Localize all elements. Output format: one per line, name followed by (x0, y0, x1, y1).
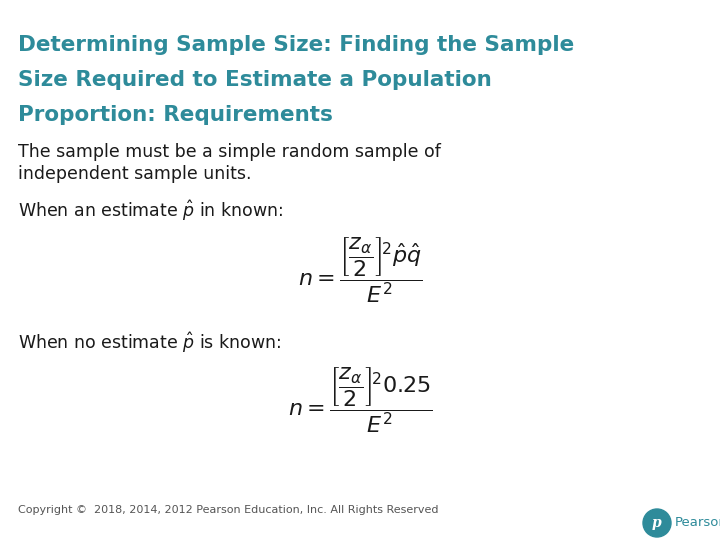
Circle shape (643, 509, 671, 537)
Text: Proportion: Requirements: Proportion: Requirements (18, 105, 333, 125)
Text: Size Required to Estimate a Population: Size Required to Estimate a Population (18, 70, 492, 90)
Text: The sample must be a simple random sample of: The sample must be a simple random sampl… (18, 143, 441, 161)
Text: Determining Sample Size: Finding the Sample: Determining Sample Size: Finding the Sam… (18, 35, 575, 55)
Text: $n = \dfrac{\left[\dfrac{z_{\alpha}}{2}\right]^{\!2} \hat{p}\hat{q}}{E^2}$: $n = \dfrac{\left[\dfrac{z_{\alpha}}{2}\… (298, 235, 422, 305)
Text: independent sample units.: independent sample units. (18, 165, 251, 183)
Text: Copyright ©  2018, 2014, 2012 Pearson Education, Inc. All Rights Reserved: Copyright © 2018, 2014, 2012 Pearson Edu… (18, 505, 438, 515)
Text: When an estimate $\hat{p}$ in known:: When an estimate $\hat{p}$ in known: (18, 198, 283, 222)
Text: Pearson: Pearson (675, 516, 720, 530)
Text: $n = \dfrac{\left[\dfrac{z_{\alpha}}{2}\right]^{\!2} 0.25}{E^2}$: $n = \dfrac{\left[\dfrac{z_{\alpha}}{2}\… (288, 365, 432, 435)
Text: When no estimate $\hat{p}$ is known:: When no estimate $\hat{p}$ is known: (18, 330, 282, 355)
Text: p: p (652, 516, 662, 530)
